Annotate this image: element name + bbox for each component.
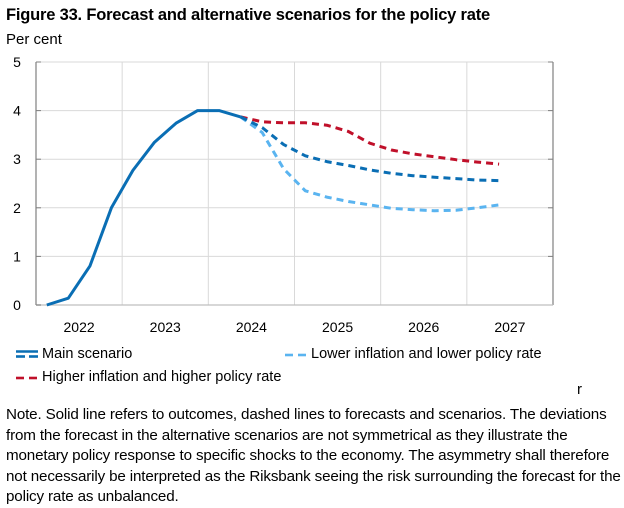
legend-label-lower: Lower inflation and lower policy rate — [311, 346, 542, 362]
legend-item-higher: Higher inflation and higher policy rate — [15, 369, 281, 385]
higher-scenario-legend-icon — [16, 376, 37, 380]
y-tick-label: 4 — [13, 103, 21, 119]
figure-title: Figure 33. Forecast and alternative scen… — [6, 6, 491, 24]
stray-text: r — [577, 381, 582, 398]
legend-item-lower: Lower inflation and lower policy rate — [284, 346, 542, 362]
legend-label-higher: Higher inflation and higher policy rate — [42, 369, 282, 385]
y-axis-unit-label: Per cent — [6, 31, 62, 48]
legend-label-main: Main scenario — [42, 346, 133, 362]
series-line-lower — [239, 115, 500, 213]
x-tick-label: 2027 — [494, 319, 525, 335]
figure-note: Note. Solid line refers to outcomes, das… — [6, 406, 621, 506]
y-tick-labels: 0 1 2 3 4 5 — [13, 54, 21, 313]
series-line-main — [239, 115, 500, 183]
y-tick-label: 3 — [13, 151, 21, 167]
policy-rate-chart: 0 1 2 3 4 5 2022 2023 2024 2025 2026 2027 — [13, 54, 554, 335]
x-tick-label: 2026 — [408, 319, 439, 335]
legend-item-main: Main scenario — [15, 346, 132, 362]
y-tick-label: 5 — [13, 54, 21, 70]
x-tick-labels: 2022 2023 2024 2025 2026 2027 — [64, 319, 526, 335]
x-tick-label: 2023 — [150, 319, 181, 335]
x-tick-label: 2022 — [64, 319, 95, 335]
series-line-higher — [240, 115, 500, 166]
y-tick-label: 1 — [13, 248, 21, 264]
axes — [35, 61, 554, 306]
x-tick-label: 2024 — [236, 319, 267, 335]
lower-scenario-legend-icon — [285, 353, 306, 357]
y-tick-label: 2 — [13, 200, 21, 216]
gridlines — [36, 61, 553, 305]
main-scenario-legend-icon — [16, 350, 38, 358]
series-lines — [46, 109, 500, 307]
y-tick-label: 0 — [13, 297, 21, 313]
series-line-outcome — [46, 109, 242, 307]
x-tick-label: 2025 — [322, 319, 353, 335]
